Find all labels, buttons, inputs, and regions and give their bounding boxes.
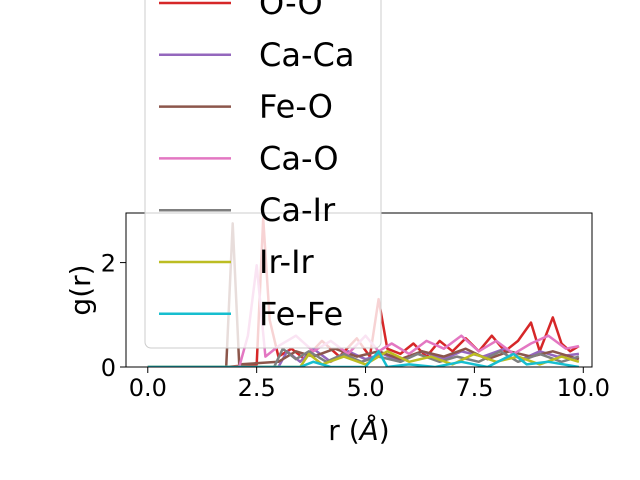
series-line-fe-fe: [147, 350, 580, 367]
legend-label-o-o: O-O: [259, 0, 323, 22]
legend: O-O Ca-Ca Fe-O Ca-O Ca-Ir Ir-Ir Fe-Fe: [144, 0, 382, 349]
y-axis-label: g(r): [64, 264, 97, 315]
legend-label-fe-fe: Fe-Fe: [259, 295, 343, 333]
legend-label-ca-o: Ca-O: [259, 139, 339, 177]
x-axis: 0.0 2.5 5.0 7.5 10.0: [129, 367, 610, 402]
x-tick-label: 2.5: [238, 374, 276, 402]
legend-label-ir-ir: Ir-Ir: [259, 243, 315, 281]
x-tick-label: 7.5: [455, 374, 493, 402]
x-tick-label: 5.0: [346, 374, 384, 402]
legend-label-ca-ir: Ca-Ir: [259, 191, 336, 229]
series-line-ir-ir: [147, 350, 580, 367]
y-tick-label: 0: [101, 354, 116, 382]
y-axis: 02: [101, 250, 126, 382]
x-axis-label: r (Å): [328, 413, 389, 447]
y-tick-label: 2: [101, 250, 116, 278]
x-tick-label: 10.0: [557, 374, 610, 402]
x-tick-label: 0.0: [129, 374, 167, 402]
legend-label-fe-o: Fe-O: [259, 88, 333, 126]
series-line-o-o: [147, 216, 580, 367]
legend-label-ca-ca: Ca-Ca: [259, 36, 354, 74]
series-line-ca-ir: [147, 347, 580, 367]
